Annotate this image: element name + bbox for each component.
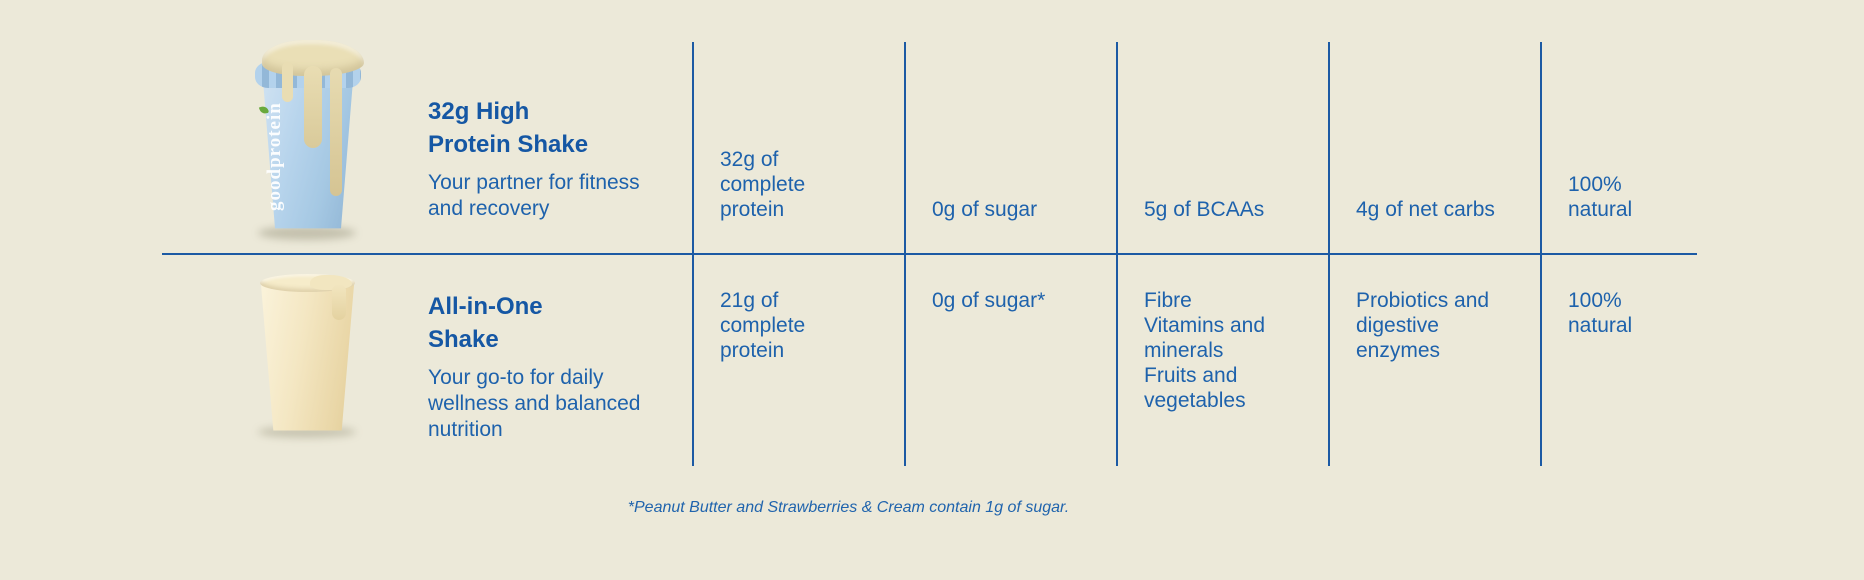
column-divider — [1328, 254, 1330, 466]
cream-spill — [310, 275, 352, 290]
stat-fibre-vitamins: Fibre Vitamins and minerals Fruits and v… — [1144, 289, 1266, 412]
stat-net-carbs: 4g of net carbs — [1356, 198, 1495, 221]
column-divider — [1116, 254, 1118, 466]
product-info: 32g High Protein Shake Your partner for … — [428, 95, 708, 222]
stat-sugar: 0g of sugar* — [932, 289, 1046, 312]
column-divider — [1328, 42, 1330, 254]
stat-protein: 21g of complete protein — [720, 289, 806, 362]
product-name: All-in-One Shake — [428, 293, 543, 353]
stat-natural: 100% natural — [1568, 173, 1633, 221]
column-divider — [1116, 42, 1118, 254]
product-image-all-in-one-shake — [252, 274, 364, 442]
bottle-wordmark: goodprotein — [264, 102, 285, 212]
column-divider — [904, 42, 906, 254]
bottle-shadow — [258, 226, 356, 240]
product-name: 32g High Protein Shake — [428, 98, 589, 158]
row-divider — [162, 253, 1697, 255]
stat-bcaas: 5g of BCAAs — [1144, 198, 1265, 221]
cream-drip — [282, 62, 293, 102]
stat-sugar: 0g of sugar — [932, 198, 1038, 221]
sugar-footnote: *Peanut Butter and Strawberries & Cream … — [627, 499, 1070, 516]
product-tagline: Your partner for fitness and recovery — [428, 171, 640, 220]
stat-probiotics: Probiotics and digestive enzymes — [1356, 289, 1490, 362]
cream-drip — [330, 68, 342, 196]
stat-protein: 32g of complete protein — [720, 148, 806, 221]
column-divider — [692, 42, 694, 254]
cream-drip — [332, 284, 346, 320]
column-divider — [904, 254, 906, 466]
column-divider — [1540, 42, 1542, 254]
product-tagline: Your go-to for daily wellness and balanc… — [428, 366, 641, 441]
column-divider — [1540, 254, 1542, 466]
cream-drip — [304, 66, 322, 148]
product-info: All-in-One Shake Your go-to for daily we… — [428, 290, 708, 443]
column-divider — [692, 254, 694, 466]
product-image-protein-shaker: goodprotein — [248, 40, 370, 242]
stat-natural: 100% natural — [1568, 289, 1633, 337]
